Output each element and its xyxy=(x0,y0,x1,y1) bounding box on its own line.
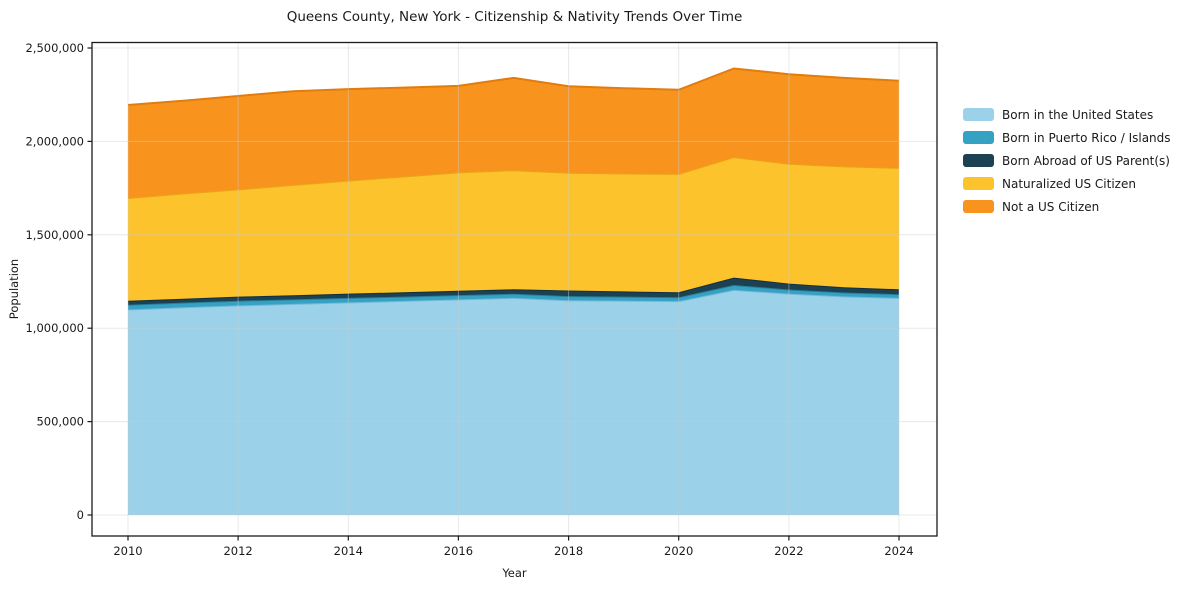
x-tick-label: 2012 xyxy=(223,544,252,558)
x-tick-label: 2016 xyxy=(444,544,473,558)
legend-swatch xyxy=(963,131,994,144)
area-edge-4 xyxy=(127,67,900,106)
x-tick-label: 2024 xyxy=(884,544,913,558)
x-tick-label: 2010 xyxy=(113,544,142,558)
legend-swatch xyxy=(963,108,994,121)
plot-border xyxy=(91,41,938,537)
area-series-4 xyxy=(128,68,899,198)
x-axis-label: Year xyxy=(502,566,527,580)
legend-swatch xyxy=(963,177,994,190)
legend-label: Naturalized US Citizen xyxy=(1002,176,1136,191)
y-axis-label: Population xyxy=(7,258,21,320)
legend-label: Born in the United States xyxy=(1002,107,1154,122)
legend-swatch xyxy=(963,200,994,213)
legend-item-3: Naturalized US Citizen xyxy=(963,172,1171,195)
y-tick-label: 1,000,000 xyxy=(25,321,84,335)
legend-label: Not a US Citizen xyxy=(1002,199,1100,214)
legend: Born in the United States Born in Puerto … xyxy=(963,103,1171,218)
legend-label: Born in Puerto Rico / Islands xyxy=(1002,130,1171,145)
area-series-3 xyxy=(128,157,899,301)
y-tick-label: 0 xyxy=(77,508,84,522)
y-tick-label: 2,500,000 xyxy=(25,41,84,55)
y-tick-label: 1,500,000 xyxy=(25,228,84,242)
legend-item-4: Not a US Citizen xyxy=(963,195,1171,218)
area-series-2 xyxy=(128,277,899,305)
chart-title: Queens County, New York - Citizenship & … xyxy=(286,9,743,25)
legend-item-0: Born in the United States xyxy=(963,103,1171,126)
area-series-0 xyxy=(128,289,899,515)
legend-label: Born Abroad of US Parent(s) xyxy=(1002,153,1170,168)
y-tick-label: 500,000 xyxy=(36,415,84,429)
x-tick-label: 2014 xyxy=(334,544,363,558)
legend-item-2: Born Abroad of US Parent(s) xyxy=(963,149,1171,172)
x-tick-label: 2022 xyxy=(774,544,803,558)
y-tick-label: 2,000,000 xyxy=(25,134,84,148)
legend-swatch xyxy=(963,154,994,167)
x-tick-label: 2018 xyxy=(554,544,583,558)
x-tick-label: 2020 xyxy=(664,544,693,558)
legend-item-1: Born in Puerto Rico / Islands xyxy=(963,126,1171,149)
